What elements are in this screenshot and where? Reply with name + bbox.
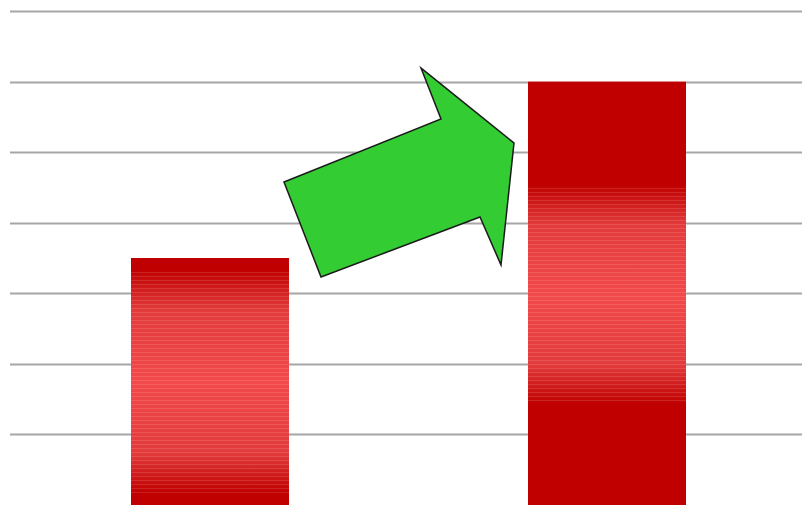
trend-arrow <box>283 65 515 278</box>
bar-texture <box>528 185 686 404</box>
bar-2 <box>528 81 686 505</box>
bar-texture <box>131 270 289 493</box>
bars <box>131 81 686 505</box>
bar-1 <box>131 258 289 505</box>
up-right-arrow-icon <box>283 65 515 278</box>
